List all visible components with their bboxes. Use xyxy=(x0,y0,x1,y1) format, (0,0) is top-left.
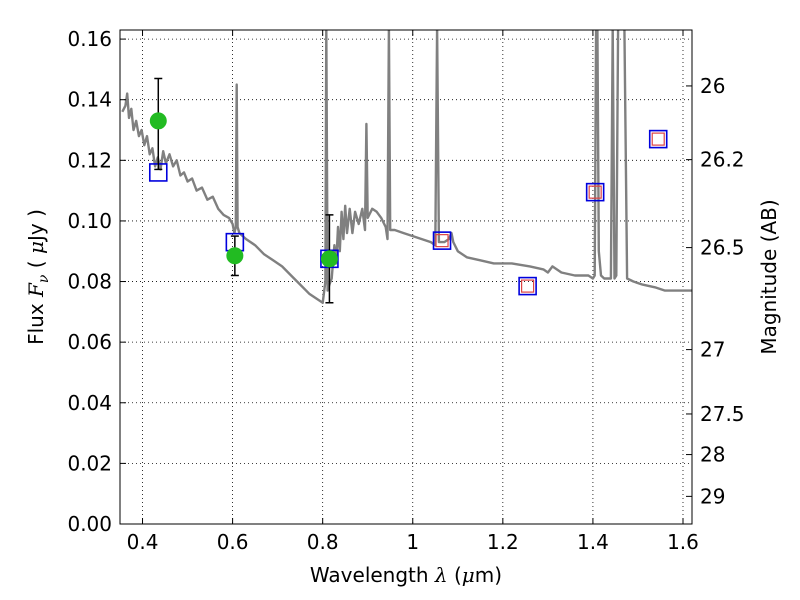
y2-tick-label: 27.5 xyxy=(700,402,745,426)
y-tick-label: 0.08 xyxy=(67,270,112,294)
y-tick-label: 0.06 xyxy=(67,330,112,354)
plot-area xyxy=(120,30,692,524)
y2-tick-label: 27 xyxy=(700,338,725,362)
y-tick-label: 0.16 xyxy=(67,27,112,51)
model-flux-square xyxy=(648,129,668,149)
x-tick-label: 1 xyxy=(406,530,419,554)
ticks: 0.4 0.6 0.8 1 1.2 1.4 1.6 0.00 0.02 0.04 0.06 0.08 0… xyxy=(67,27,744,554)
y-tick-label: 0.12 xyxy=(67,148,112,172)
observed-flux-point xyxy=(149,112,167,130)
x-tick-label: 0.8 xyxy=(307,530,339,554)
marker-layer xyxy=(148,77,668,304)
model-flux-inner-square xyxy=(588,185,602,199)
model-flux-square xyxy=(585,182,605,202)
y2-axis-label: Magnitude (AB) xyxy=(757,199,781,354)
model-flux-inner-square xyxy=(521,279,535,293)
x-axis-label: Wavelength λ (μm) xyxy=(310,563,502,587)
y2-tick-label: 26.2 xyxy=(700,148,745,172)
model-flux-square xyxy=(518,276,537,296)
y-tick-label: 0.04 xyxy=(67,391,112,415)
data-layer xyxy=(121,30,692,304)
plot-frame xyxy=(119,29,693,525)
observed-flux-point xyxy=(320,250,338,268)
y-tick-label: 0.14 xyxy=(67,88,112,112)
y2-tick-label: 29 xyxy=(700,484,725,508)
y-axis-label: Flux Fν ( μJy ) xyxy=(24,209,52,345)
y2-tick-label: 26.5 xyxy=(700,236,745,260)
y-tick-label: 0.10 xyxy=(67,209,112,233)
y2-tick-label: 26 xyxy=(700,74,725,98)
x-tick-label: 0.6 xyxy=(217,530,249,554)
y2-tick-label: 28 xyxy=(700,443,725,467)
y-tick-label: 0.00 xyxy=(67,512,112,536)
model-flux-square xyxy=(432,231,452,250)
x-tick-label: 1.6 xyxy=(667,530,699,554)
x-tick-label: 1.4 xyxy=(577,530,609,554)
x-tick-label: 1.2 xyxy=(487,530,519,554)
x-tick-label: 0.4 xyxy=(127,530,159,554)
observed-flux-point xyxy=(226,247,244,265)
model-flux-inner-square xyxy=(435,234,449,248)
sed-model-line xyxy=(121,30,692,304)
y-tick-label: 0.02 xyxy=(67,451,112,475)
model-flux-inner-square xyxy=(651,132,665,146)
